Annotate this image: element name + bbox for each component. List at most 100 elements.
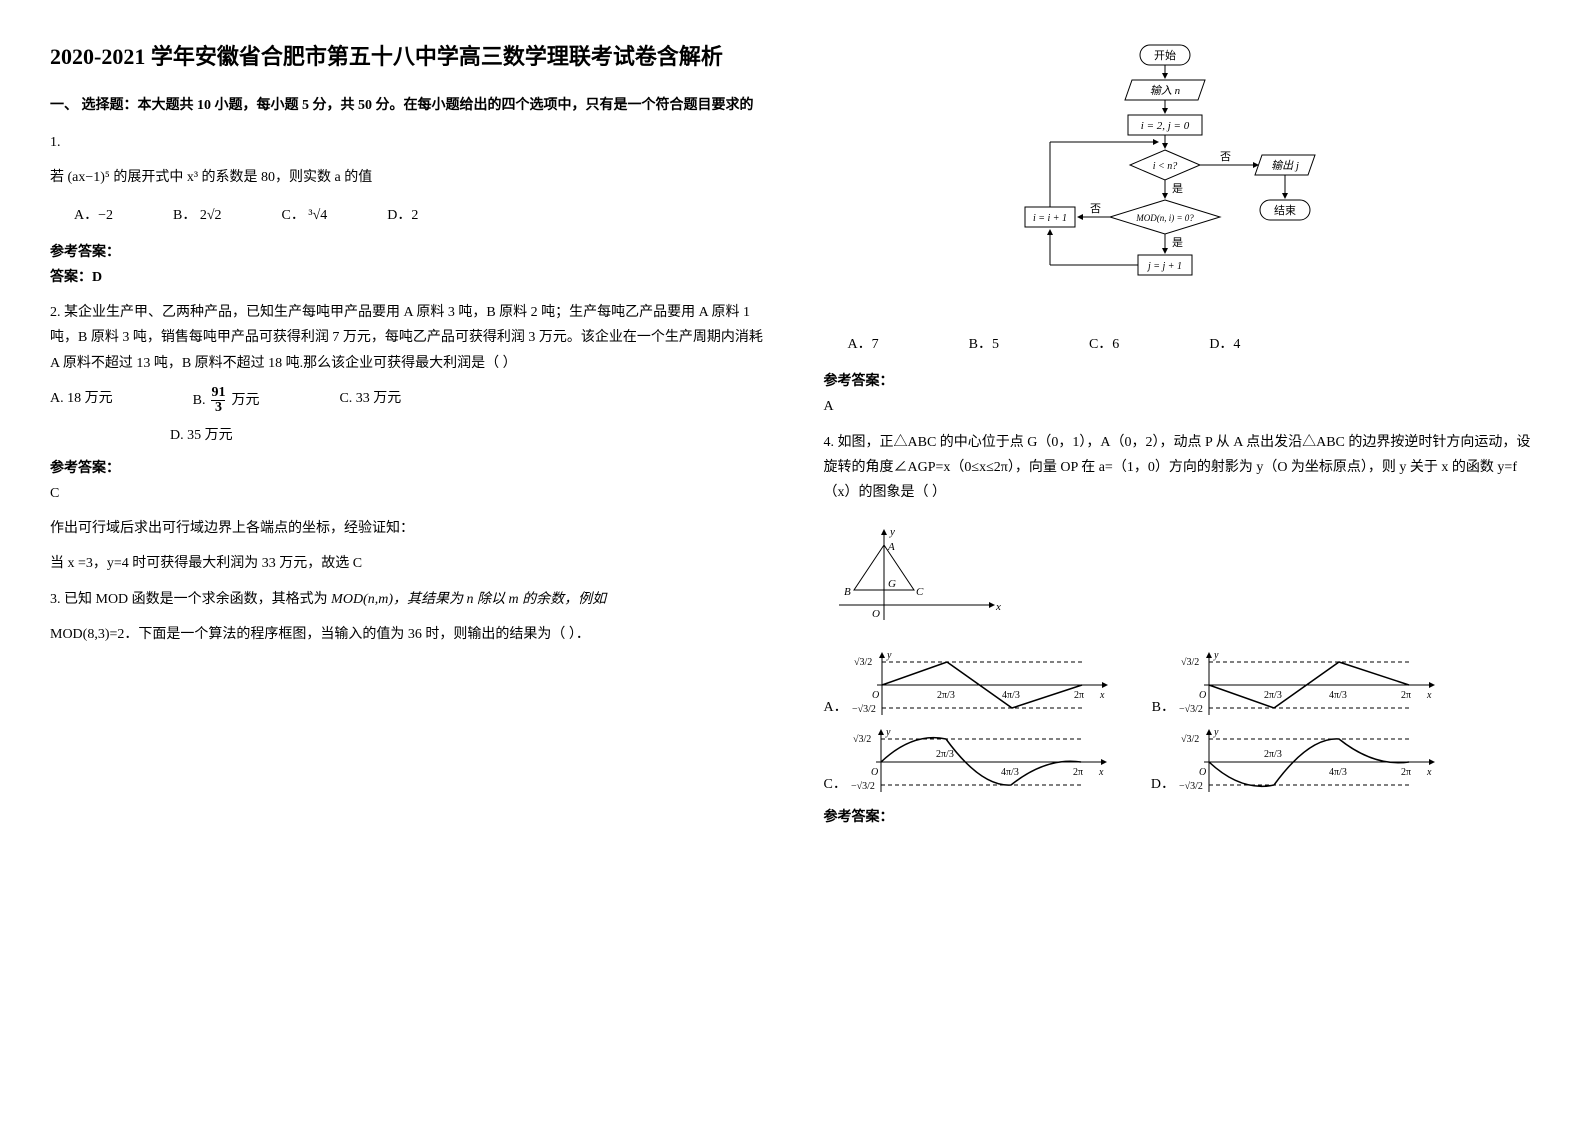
q1-opt-c: C． ³√4 <box>282 203 328 228</box>
q4-answer-label: 参考答案： <box>824 805 1538 830</box>
q2-opt-a: A. 18 万元 <box>50 386 113 415</box>
page-title: 2020-2021 学年安徽省合肥市第五十八中学高三数学理联考试卷含解析 <box>50 40 764 73</box>
svg-text:2π/3: 2π/3 <box>1264 690 1282 701</box>
svg-text:否: 否 <box>1220 151 1231 163</box>
q4-choices-row-2: C． √3/2 −√3/2 O 2π/3 4π/3 2π x y D． <box>824 727 1538 797</box>
q1-answer: 答案：D <box>50 265 764 290</box>
q4-plot-c: √3/2 −√3/2 O 2π/3 4π/3 2π x y <box>851 727 1111 797</box>
q4-choice-c: C． √3/2 −√3/2 O 2π/3 4π/3 2π x y <box>824 727 1111 797</box>
svg-text:−√3/2: −√3/2 <box>1179 781 1203 792</box>
q2-opt-c: C. 33 万元 <box>339 386 401 415</box>
q3-options: A．7 B．5 C．6 D．4 <box>848 332 1538 357</box>
q3-flowchart: 开始 输入 n i = 2, j = 0 i < n? 否 输出 j 结束 是 … <box>1010 40 1350 320</box>
q4: 4. 如图，正△ABC 的中心位于点 G（0，1），A（0，2），动点 P 从 … <box>824 430 1538 506</box>
q3-stem-2: MOD(n,m)，其结果为 n 除以 m 的余数，例如 <box>331 592 606 607</box>
q1-options: A．−2 B． 2√2 C． ³√4 D．2 <box>74 203 764 228</box>
svg-text:O: O <box>1199 690 1206 701</box>
svg-text:4π/3: 4π/3 <box>1329 767 1347 778</box>
q4-triangle-figure: y x A B C G O <box>824 525 1004 625</box>
svg-text:x: x <box>995 601 1001 613</box>
svg-text:−√3/2: −√3/2 <box>851 781 875 792</box>
q4-plot-b: √3/2 −√3/2 O 2π/3 4π/3 2π x y <box>1179 650 1439 720</box>
svg-text:C: C <box>916 586 924 598</box>
svg-text:y: y <box>1213 650 1219 661</box>
q2-explain-1: 作出可行域后求出可行域边界上各端点的坐标，经验证知： <box>50 516 764 541</box>
svg-text:2π/3: 2π/3 <box>936 749 954 760</box>
q2-explain-2: 当 x =3，y=4 时可获得最大利润为 33 万元，故选 C <box>50 551 764 576</box>
svg-text:2π/3: 2π/3 <box>937 690 955 701</box>
q1-answer-label: 参考答案： <box>50 240 764 265</box>
q1-opt-b: B． 2√2 <box>173 203 222 228</box>
svg-text:是: 是 <box>1172 182 1183 195</box>
q2-answer-label: 参考答案： <box>50 456 764 481</box>
q4-choices-row-1: A． √3/2 −√3/2 O 2π/3 4π/3 2π x y B． <box>824 650 1538 720</box>
q3-opt-a: A．7 <box>848 332 879 357</box>
svg-text:2π: 2π <box>1073 767 1083 778</box>
q2: 2. 某企业生产甲、乙两种产品，已知生产每吨甲产品要用 A 原料 3 吨，B 原… <box>50 300 764 376</box>
svg-text:G: G <box>888 578 896 590</box>
svg-text:是: 是 <box>1172 236 1183 249</box>
q2-number: 2. <box>50 305 61 320</box>
svg-text:B: B <box>844 586 851 598</box>
q4-plot-d: √3/2 −√3/2 O 2π/3 4π/3 2π x y <box>1179 727 1439 797</box>
q1-opt-a: A．−2 <box>74 203 113 228</box>
svg-text:2π: 2π <box>1401 767 1411 778</box>
svg-text:i = 2, j = 0: i = 2, j = 0 <box>1141 120 1190 132</box>
q3-opt-c: C．6 <box>1089 332 1119 357</box>
svg-text:O: O <box>871 767 878 778</box>
svg-text:y: y <box>889 526 895 538</box>
svg-text:输入 n: 输入 n <box>1150 84 1181 97</box>
svg-text:MOD(n, i) = 0?: MOD(n, i) = 0? <box>1135 213 1194 223</box>
q1-opt-d: D．2 <box>387 203 418 228</box>
svg-text:√3/2: √3/2 <box>1181 657 1199 668</box>
section-heading: 一、 选择题：本大题共 10 小题，每小题 5 分，共 50 分。在每小题给出的… <box>50 93 764 118</box>
q1-number: 1. <box>50 130 764 155</box>
svg-text:O: O <box>872 690 879 701</box>
q3-opt-d: D．4 <box>1209 332 1240 357</box>
svg-text:x: x <box>1098 767 1104 778</box>
svg-text:−√3/2: −√3/2 <box>1179 704 1203 715</box>
svg-text:4π/3: 4π/3 <box>1329 690 1347 701</box>
svg-text:i < n?: i < n? <box>1153 161 1178 172</box>
svg-text:A: A <box>887 541 895 553</box>
svg-text:x: x <box>1426 690 1432 701</box>
q3-stem-1: 已知 MOD 函数是一个求余函数，其格式为 <box>64 592 328 607</box>
svg-text:−√3/2: −√3/2 <box>852 704 876 715</box>
svg-text:O: O <box>1199 767 1206 778</box>
svg-text:x: x <box>1099 690 1105 701</box>
svg-text:y: y <box>885 727 891 738</box>
q2-answer: C <box>50 481 764 506</box>
svg-text:y: y <box>1213 727 1219 738</box>
q4-choice-a: A． √3/2 −√3/2 O 2π/3 4π/3 2π x y <box>824 650 1112 720</box>
q3-stem-3: MOD(8,3)=2．下面是一个算法的程序框图，当输入的值为 36 时，则输出的… <box>50 622 764 647</box>
q3-opt-b: B．5 <box>969 332 999 357</box>
svg-text:2π/3: 2π/3 <box>1264 749 1282 760</box>
svg-text:结束: 结束 <box>1274 204 1296 217</box>
q3: 3. 已知 MOD 函数是一个求余函数，其格式为 MOD(n,m)，其结果为 n… <box>50 587 764 612</box>
svg-text:x: x <box>1426 767 1432 778</box>
svg-text:2π: 2π <box>1401 690 1411 701</box>
q4-choice-d: D． √3/2 −√3/2 O 2π/3 4π/3 2π x y <box>1151 727 1439 797</box>
q2-opt-d: D. 35 万元 <box>170 423 764 448</box>
svg-text:√3/2: √3/2 <box>854 657 872 668</box>
q4-plot-a: √3/2 −√3/2 O 2π/3 4π/3 2π x y <box>852 650 1112 720</box>
q3-answer: A <box>824 394 1538 419</box>
svg-text:i = i + 1: i = i + 1 <box>1033 213 1067 224</box>
svg-text:2π: 2π <box>1074 690 1084 701</box>
svg-text:输出 j: 输出 j <box>1271 159 1299 172</box>
svg-text:4π/3: 4π/3 <box>1001 767 1019 778</box>
svg-text:y: y <box>886 650 892 661</box>
q2-opt-b: B. 91 3 万元 <box>193 386 260 415</box>
svg-text:√3/2: √3/2 <box>1181 734 1199 745</box>
svg-text:否: 否 <box>1090 203 1101 215</box>
q4-number: 4. <box>824 435 835 450</box>
right-column: 开始 输入 n i = 2, j = 0 i < n? 否 输出 j 结束 是 … <box>824 40 1538 1082</box>
q3-number: 3. <box>50 592 61 607</box>
q4-stem: 如图，正△ABC 的中心位于点 G（0，1），A（0，2），动点 P 从 A 点… <box>824 435 1531 500</box>
svg-text:O: O <box>872 608 880 620</box>
q3-answer-label: 参考答案： <box>824 369 1538 394</box>
left-column: 2020-2021 学年安徽省合肥市第五十八中学高三数学理联考试卷含解析 一、 … <box>50 40 764 1082</box>
q1-stem: 若 (ax−1)⁵ 的展开式中 x³ 的系数是 80，则实数 a 的值 <box>50 165 764 190</box>
q4-choice-b: B． √3/2 −√3/2 O 2π/3 4π/3 2π x y <box>1152 650 1439 720</box>
svg-text:j = j + 1: j = j + 1 <box>1146 261 1182 272</box>
